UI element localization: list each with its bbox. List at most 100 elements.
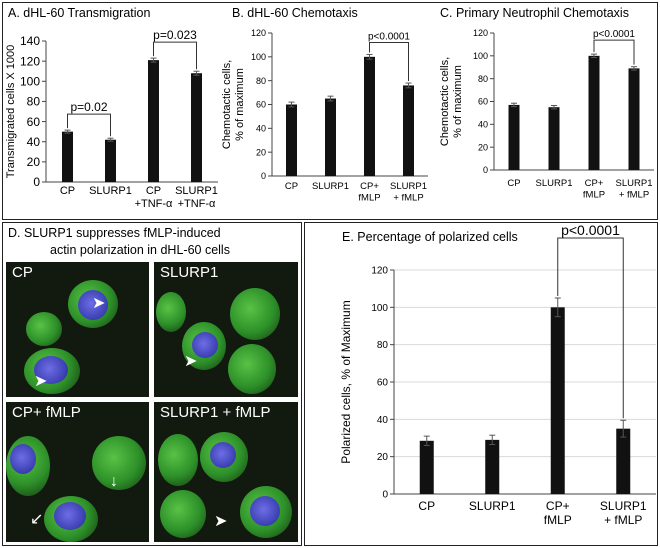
y-tick-label: 120 [251, 28, 266, 38]
bar [628, 68, 640, 170]
y-tick-label: 0 [33, 175, 40, 189]
micrograph-label: SLURP1 + fMLP [160, 404, 271, 421]
y-tick-label: 40 [256, 123, 266, 133]
x-tick-label: CP+ [585, 178, 604, 189]
y-tick-label: 40 [27, 135, 41, 149]
x-tick-label: CP [285, 181, 298, 192]
x-tick-label: SLURP1 [536, 178, 573, 189]
x-tick-label: fMLP [358, 193, 380, 204]
y-tick-label: 100 [251, 52, 266, 62]
micrograph-label: CP+ fMLP [12, 404, 81, 421]
y-tick-label: 80 [377, 340, 389, 351]
significance-bracket [557, 237, 624, 419]
x-tick-label: CP [146, 185, 161, 197]
micrograph-slurp1: ➤ SLURP1 [154, 262, 298, 397]
significance-bracket [593, 39, 635, 65]
bar [148, 60, 159, 183]
panel-d-title-line1: D. SLURP1 suppresses fMLP-induced [8, 226, 221, 240]
y-tick-label: 120 [473, 28, 488, 38]
bar [419, 440, 434, 494]
y-tick-label: 0 [382, 490, 388, 501]
y-tick-label: 100 [371, 303, 388, 314]
x-tick-label: CP+ [360, 181, 379, 192]
x-tick-label: fMLP [544, 513, 572, 527]
y-tick-label: 60 [256, 100, 266, 110]
x-tick-label: SLURP1 [175, 185, 218, 197]
bar [548, 107, 560, 170]
x-tick-label: SLURP1 [89, 185, 132, 197]
y-tick-label: 80 [27, 95, 41, 109]
bar [550, 307, 565, 494]
p-value-label: p=0.023 [153, 28, 197, 42]
bar [588, 55, 600, 171]
bar [508, 104, 520, 170]
p-value-label: p=0.02 [70, 100, 107, 114]
arrow-marker: ↙ [30, 511, 44, 528]
x-tick-label: + fMLP [604, 513, 642, 527]
y-axis-label: Transmigrated cells X 1000 [5, 45, 17, 179]
y-axis-label-line1: Chemotactic cells, [221, 60, 233, 149]
bar [485, 439, 500, 494]
bar [62, 131, 73, 182]
y-tick-label: 60 [377, 378, 389, 389]
y-axis-label-line2: % of maximum [452, 65, 464, 138]
y-tick-label: 140 [20, 34, 40, 48]
micrograph-slurp1-fmlp: ➤ SLURP1 + fMLP [154, 402, 298, 542]
y-tick-label: 0 [483, 165, 488, 175]
y-tick-label: 80 [478, 74, 488, 84]
x-tick-label: CP [507, 178, 520, 189]
y-tick-label: 20 [256, 147, 266, 157]
p-value-label: p<0.0001 [561, 222, 620, 238]
x-tick-label: SLURP1 [312, 181, 349, 192]
bar [286, 104, 297, 176]
p-value-label: p<0.0001 [593, 29, 635, 40]
significance-bracket [369, 41, 409, 82]
y-axis-label: Polarized cells, % of Maximum [339, 300, 353, 463]
panel-a-title: A. dHL-60 Transmigration [8, 6, 151, 20]
x-tick-label: CP [60, 185, 75, 197]
y-tick-label: 100 [20, 74, 40, 88]
x-tick-label: + fMLP [393, 193, 423, 204]
bar [364, 56, 375, 177]
y-tick-label: 100 [473, 51, 488, 61]
micrograph-label: SLURP1 [160, 264, 219, 281]
y-tick-label: 20 [377, 452, 389, 463]
x-tick-label: +TNF-α [178, 198, 216, 210]
x-tick-label: SLURP1 [600, 499, 647, 513]
bar [191, 73, 202, 182]
x-tick-label: fMLP [583, 190, 605, 201]
x-tick-label: CP [418, 499, 435, 513]
y-tick-label: 80 [256, 76, 266, 86]
arrowhead-marker: ➤ [184, 353, 198, 370]
x-tick-label: SLURP1 [616, 178, 653, 189]
micrograph-cp: ➤ ➤ CP [6, 262, 149, 397]
y-tick-label: 0 [261, 171, 266, 181]
bar [105, 139, 116, 182]
significance-bracket [153, 41, 197, 70]
y-axis-label-line1: Chemotactic cells, [439, 57, 451, 146]
panel-e-title: E. Percentage of polarized cells [342, 230, 518, 244]
bar [403, 85, 414, 176]
arrowhead-marker: ➤ [92, 295, 106, 312]
y-tick-label: 60 [27, 115, 41, 129]
x-tick-label: CP+ [546, 499, 570, 513]
panel-b-title: B. dHL-60 Chemotaxis [232, 6, 358, 20]
y-tick-label: 40 [478, 119, 488, 129]
p-value-label: p<0.0001 [368, 31, 410, 42]
top-panels-frame [2, 2, 658, 220]
arrow-marker: ↓ [110, 473, 118, 490]
micrograph-label: CP [12, 264, 33, 281]
micrograph-cp-fmlp: ↓ ↙ CP+ fMLP [6, 402, 149, 542]
x-tick-label: + fMLP [619, 190, 649, 201]
arrowhead-marker: ➤ [34, 373, 48, 390]
x-tick-label: SLURP1 [469, 499, 516, 513]
y-tick-label: 120 [371, 266, 388, 277]
y-tick-label: 40 [377, 415, 389, 426]
y-tick-label: 60 [478, 97, 488, 107]
y-tick-label: 20 [27, 155, 41, 169]
panel-d-frame [2, 222, 302, 546]
